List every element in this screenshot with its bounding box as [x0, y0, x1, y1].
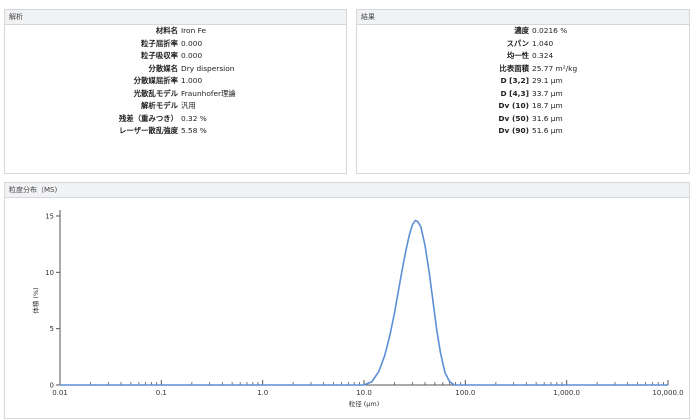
analysis-row: 解析モデル 汎用 — [5, 100, 346, 113]
y-axis-title: 体積 (%) — [31, 287, 40, 313]
analysis-row: 材料名 Iron Fe — [5, 25, 346, 38]
analysis-row: 残差（重みつき） 0.32 % — [5, 113, 346, 126]
result-value: 25.77 m²/kg — [532, 63, 578, 73]
result-value: 31.6 μm — [532, 113, 563, 123]
analysis-row: 光散乱モデル Fraunhofer理論 — [5, 88, 346, 101]
analysis-value: 汎用 — [181, 101, 196, 110]
analysis-value: Fraunhofer理論 — [181, 88, 236, 98]
result-label: 比表面積 — [499, 63, 529, 73]
analysis-row: 粒子吸収率 0.000 — [5, 50, 346, 63]
analysis-label: 残差（重みつき） — [118, 113, 178, 123]
result-label: Dv (90) — [498, 126, 529, 135]
result-value: 1.040 — [532, 38, 554, 48]
x-tick-label: 10.0 — [356, 389, 372, 397]
result-value: 51.6 μm — [532, 126, 563, 135]
result-row: スパン 1.040 — [357, 38, 689, 51]
analysis-value: 0.000 — [181, 51, 203, 60]
analysis-label: 粒子屈折率 — [141, 38, 178, 48]
y-tick-label: 5 — [50, 325, 54, 333]
x-tick-label: 100.0 — [455, 389, 475, 397]
result-label: Dv (50) — [498, 113, 529, 123]
analysis-row: 粒子屈折率 0.000 — [5, 38, 346, 51]
y-tick-label: 15 — [45, 213, 54, 221]
x-tick-label: 1,000.0 — [553, 389, 580, 397]
result-label: 濃度 — [514, 26, 529, 35]
result-value: 18.7 μm — [532, 101, 563, 110]
x-axis-title: 粒径 (μm) — [349, 399, 380, 408]
y-tick-label: 10 — [45, 269, 54, 277]
analysis-list: 材料名 Iron Fe 粒子屈折率 0.000 粒子吸収率 0.000 分散媒名 Dry di… — [5, 25, 346, 138]
result-value: 29.1 μm — [532, 76, 563, 85]
result-value: 33.7 μm — [532, 88, 563, 98]
result-label: D [3,2] — [500, 76, 529, 85]
result-label: スパン — [506, 38, 529, 48]
analysis-label: 分散媒屈折率 — [133, 76, 178, 85]
analysis-label: 分散媒名 — [148, 63, 178, 73]
result-row: 濃度 0.0216 % — [357, 25, 689, 38]
x-tick-label: 10,000.0 — [652, 389, 683, 397]
result-row: D [3,2] 29.1 μm — [357, 75, 689, 88]
result-label: Dv (10) — [498, 101, 529, 110]
analysis-value: Iron Fe — [181, 26, 207, 35]
analysis-value: Dry dispersion — [181, 63, 235, 73]
analysis-value: 5.58 % — [181, 126, 207, 135]
result-value: 0.324 — [532, 51, 554, 60]
particle-size-chart-panel: 粒度分布（MS) 0 5 10 15 0.01 0.1 1.0 10.0 100.0 1,000.… — [4, 182, 690, 419]
analysis-label: 材料名 — [155, 26, 178, 35]
y-tick-label: 0 — [50, 382, 54, 390]
results-panel: 結果 濃度 0.0216 % スパン 1.040 均一性 0.324 比表面積 25.77 m… — [356, 9, 690, 174]
result-label: D [4,3] — [500, 88, 529, 98]
result-row: Dv (50) 31.6 μm — [357, 113, 689, 126]
x-tick-label: 1.0 — [257, 389, 268, 397]
results-panel-title: 結果 — [357, 10, 689, 25]
analysis-value: 0.000 — [181, 38, 203, 48]
analysis-panel-title: 解析 — [5, 10, 346, 25]
chart-panel-title: 粒度分布（MS) — [5, 183, 689, 198]
analysis-value: 0.32 % — [181, 113, 207, 123]
result-label: 均一性 — [506, 51, 529, 60]
result-row: D [4,3] 33.7 μm — [357, 88, 689, 101]
particle-size-distribution-chart: 0 5 10 15 0.01 0.1 1.0 10.0 100.0 1,000.0 10,000.0… — [31, 210, 684, 408]
result-row: 比表面積 25.77 m²/kg — [357, 63, 689, 76]
distribution-series-line — [60, 219, 668, 386]
result-value: 0.0216 % — [532, 26, 568, 35]
result-row: 均一性 0.324 — [357, 50, 689, 63]
analysis-row: 分散媒名 Dry dispersion — [5, 63, 346, 76]
x-tick-label: 0.1 — [156, 389, 167, 397]
analysis-panel: 解析 材料名 Iron Fe 粒子屈折率 0.000 粒子吸収率 0.000 分散媒名 Dry… — [4, 9, 347, 174]
x-tick-label: 0.01 — [52, 389, 68, 397]
analysis-label: 粒子吸収率 — [141, 51, 178, 60]
analysis-label: レーザー散乱強度 — [119, 126, 178, 135]
analysis-row: レーザー散乱強度 5.58 % — [5, 125, 346, 138]
results-list: 濃度 0.0216 % スパン 1.040 均一性 0.324 比表面積 25.77 m²/k… — [357, 25, 689, 138]
result-row: Dv (10) 18.7 μm — [357, 100, 689, 113]
analysis-value: 1.000 — [181, 76, 203, 85]
analysis-label: 解析モデル — [141, 101, 178, 110]
analysis-row: 分散媒屈折率 1.000 — [5, 75, 346, 88]
result-row: Dv (90) 51.6 μm — [357, 125, 689, 138]
analysis-label: 光散乱モデル — [133, 88, 178, 98]
